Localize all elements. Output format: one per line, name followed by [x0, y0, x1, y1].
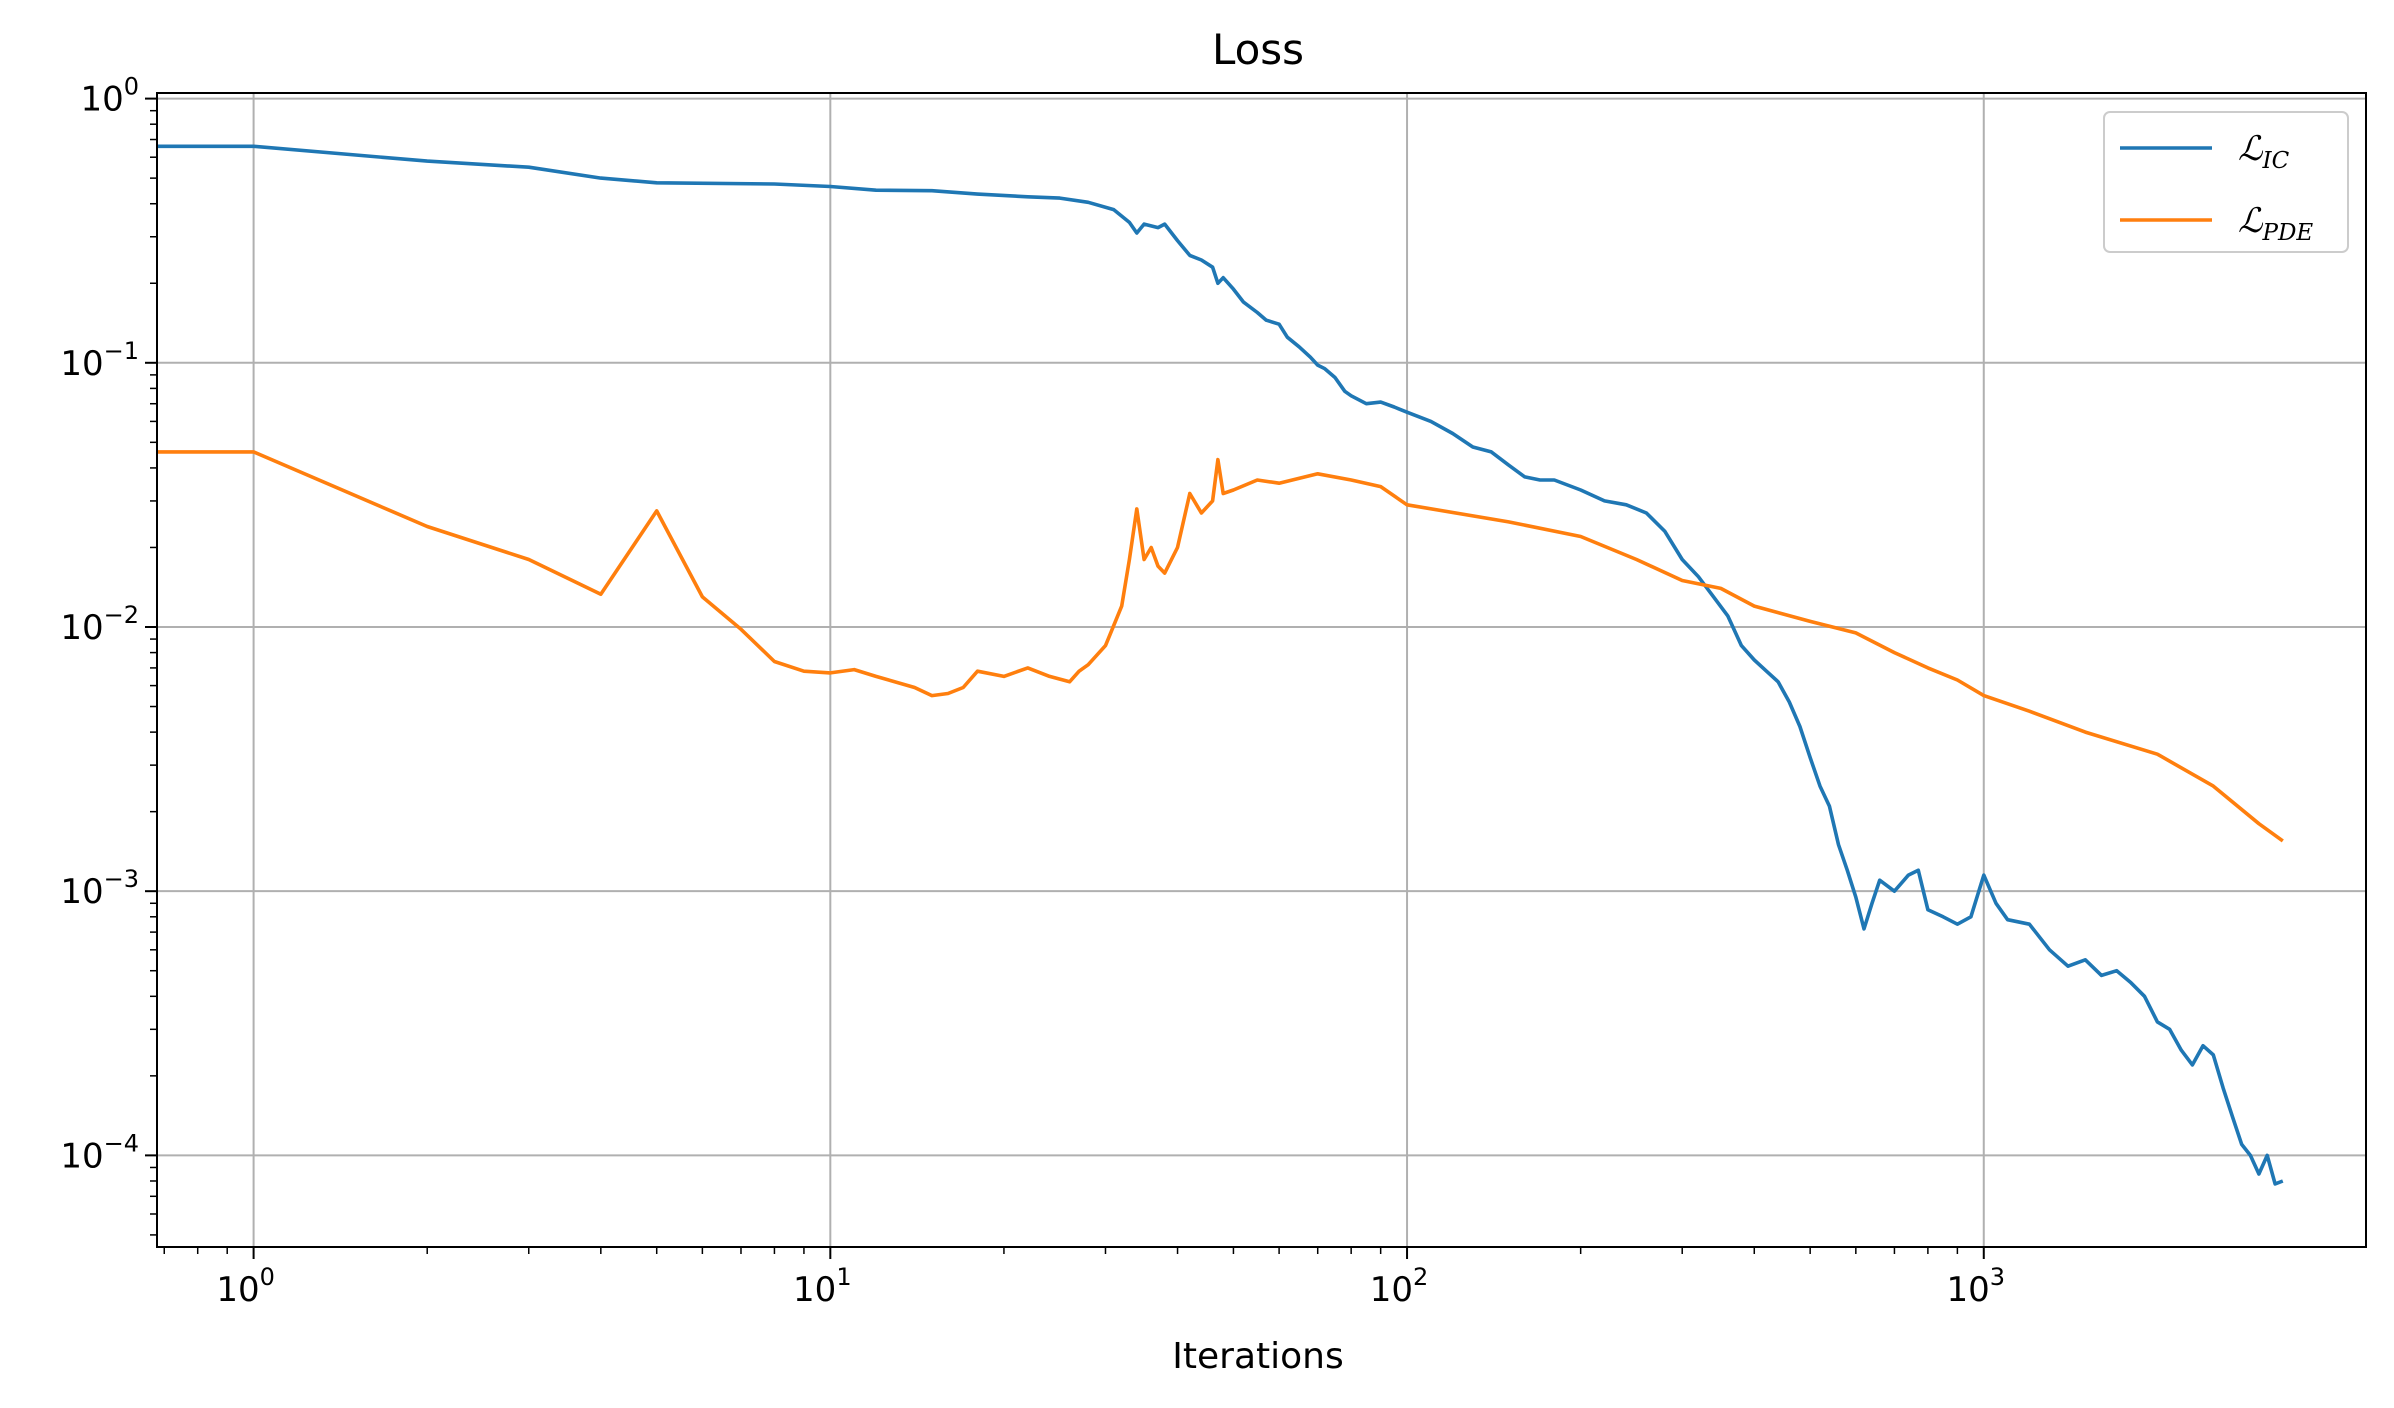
chart-title: Loss: [1212, 25, 1304, 74]
legend-label: ℒIC: [2238, 129, 2290, 174]
x-tick-label: 101: [793, 1263, 852, 1310]
series-lines: [157, 144, 2284, 1186]
y-tick-label: 10−4: [60, 1129, 139, 1176]
y-tick-label: 10−2: [60, 601, 139, 648]
x-axis-label: Iterations: [1172, 1336, 1343, 1377]
ticks: 100 101 102 103 100 10−1 10−2 10−3 10−4: [60, 73, 2005, 1310]
y-tick-label: 10−3: [60, 865, 139, 912]
series-line-ic: [157, 144, 2284, 1186]
series-line-pde: [157, 450, 2284, 843]
legend-label: ℒPDE: [2238, 201, 2313, 246]
x-tick-label: 100: [216, 1263, 275, 1310]
y-tick-label: 100: [80, 73, 139, 120]
plot-frame: [156, 92, 2367, 1248]
y-tick-label: 10−1: [60, 337, 139, 384]
x-tick-label: 103: [1946, 1263, 2005, 1310]
legend: ℒIC ℒPDE: [2103, 111, 2349, 253]
grid: [157, 93, 2366, 1247]
x-tick-label: 102: [1370, 1263, 1429, 1310]
